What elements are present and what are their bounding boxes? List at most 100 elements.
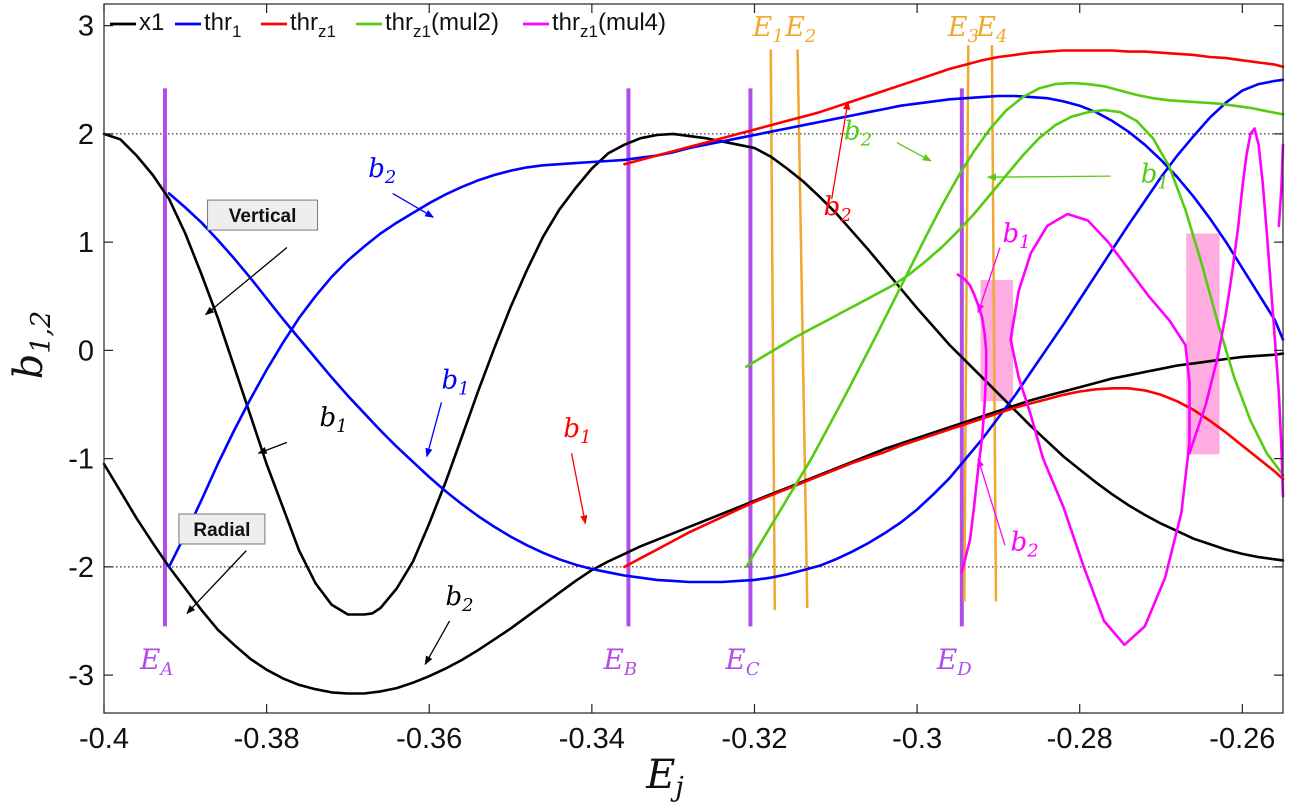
- x-tick-label: -0.34: [559, 723, 625, 755]
- legend-label-x1: x1: [139, 9, 164, 36]
- marker-label-A: EA: [139, 643, 173, 680]
- annotation-label-1: b1: [319, 403, 347, 437]
- text-boxes: Vertical Radial: [178, 199, 319, 615]
- y-tick-label: -3: [68, 660, 94, 692]
- legend-label-sub: z1: [318, 22, 336, 41]
- e-line-label-sub: 2: [804, 26, 816, 47]
- annotation-arrow-1: [257, 441, 288, 454]
- annotation-arrow-4: [425, 402, 443, 458]
- annotation-label-3: b2: [368, 154, 396, 188]
- axes: -0.4 -0.38 -0.36 -0.34 -0.32 -0.3 -0.28 -0.26 -3…: [68, 3, 1284, 755]
- y-tick-label: 2: [78, 119, 94, 151]
- marker-label-sub: A: [158, 659, 173, 680]
- series-line-thr_1: [167, 94, 1285, 569]
- annotation-label-7: b2: [844, 116, 872, 150]
- y-axis-label: b1,2: [6, 311, 57, 380]
- e-line-2: [796, 49, 809, 609]
- e-line-label-3: E3: [947, 12, 979, 47]
- annotation-label-sub: 1: [1019, 232, 1030, 253]
- text-box-arrow: [204, 247, 288, 316]
- legend-label-sub: 1: [232, 22, 241, 41]
- series-line-thr_z1: [623, 386, 1285, 569]
- annotation-label-6: b2: [824, 192, 852, 226]
- y-tick-label: -2: [68, 552, 94, 584]
- e-line-1: [769, 49, 777, 611]
- annotation-label-sub: 1: [458, 378, 469, 399]
- series-line-thr_z1_mul2: [745, 81, 1285, 569]
- series-line-x1: [102, 132, 1285, 616]
- x-tick-label: -0.28: [1047, 723, 1113, 755]
- series-line-thr_z1: [623, 49, 1285, 166]
- x-tick-label: -0.32: [721, 723, 787, 755]
- y-tick-label: -1: [68, 444, 94, 476]
- annotation-label-5: b1: [563, 414, 591, 448]
- legend-label-suffix: (mul2): [431, 9, 499, 36]
- y-tick-label: 1: [78, 227, 94, 259]
- x-tick-label: -0.38: [234, 723, 300, 755]
- marker-label-sub: D: [956, 659, 972, 680]
- marker-label-B: EB: [602, 643, 637, 680]
- marker-label-C: EC: [724, 643, 759, 680]
- x-axis-label: Ej: [645, 752, 684, 803]
- x-tick-label: -0.36: [396, 723, 462, 755]
- annotation-label-10: b2: [1011, 528, 1039, 562]
- text-box-frame: [207, 199, 319, 231]
- y-axis-label-main: b: [6, 354, 52, 380]
- annotation-arrow-9: [977, 247, 1001, 314]
- e-line-label-2: E2: [784, 12, 816, 47]
- annotation-label-sub: 2: [860, 129, 872, 150]
- e-line-label-sub: 1: [772, 26, 783, 47]
- annotation-label-sub: 1: [1157, 173, 1168, 194]
- annotation-label-sub: 2: [839, 205, 851, 226]
- annotation-arrow-2: [424, 620, 451, 666]
- legend-label-thr_1: thr1: [204, 9, 241, 41]
- x-tick-label: -0.26: [1209, 723, 1275, 755]
- annotation-label-sub: 1: [336, 416, 347, 437]
- e-line-4: [990, 45, 998, 602]
- series-lines: [102, 49, 1285, 695]
- y-tick-label: 0: [78, 335, 94, 367]
- legend-label-sub: z1: [580, 22, 598, 41]
- e-line-label-sub: 3: [968, 26, 979, 47]
- annotation-label-sub: 2: [384, 167, 396, 188]
- series-line-x1: [102, 352, 1285, 695]
- annotation-label-4: b1: [441, 365, 469, 399]
- annotation-arrow-10: [977, 457, 1006, 546]
- x-tick-label: -0.4: [79, 723, 129, 755]
- annotation-arrow-8: [986, 173, 1111, 181]
- text-box-arrow: [186, 550, 247, 615]
- series-line-thr_z1_mul4: [1009, 212, 1191, 647]
- annotation-label-sub: 2: [1026, 541, 1038, 562]
- text-box-label: Radial: [193, 520, 250, 541]
- e-line-3: [963, 45, 970, 602]
- marker-label-sub: C: [746, 659, 760, 680]
- energy-markers: EA EB EC ED: [139, 88, 972, 680]
- annotation-label-9: b1: [1002, 219, 1030, 253]
- y-axis-label-sub: 1,2: [26, 311, 57, 354]
- legend-label-thr_z1: thrz1: [290, 9, 336, 41]
- text-box-label: Vertical: [229, 206, 297, 227]
- series-line-thr_z1_mul2: [745, 108, 1285, 477]
- legend-label-sub: z1: [413, 22, 431, 41]
- e-line-label-1: E1: [752, 12, 784, 47]
- series-line-thr_1: [167, 78, 1285, 584]
- annotation-arrow-6: [831, 100, 851, 199]
- e-line-label-4: E4: [975, 12, 1007, 47]
- y-tick-label: 3: [78, 11, 94, 43]
- x-axis-label-main: E: [645, 752, 675, 798]
- marker-label-D: ED: [936, 643, 972, 680]
- annotation-arrow-3: [392, 192, 435, 218]
- annotation-arrow-5: [570, 453, 588, 525]
- e-line-label-sub: 4: [995, 26, 1007, 47]
- x-tick-label: -0.3: [892, 723, 942, 755]
- legend-label-thr_z1_mul4: thrz1(mul4): [552, 9, 666, 41]
- marker-label-sub: B: [623, 659, 637, 680]
- legend-label-suffix: (mul4): [598, 9, 666, 36]
- series-line-thr_z1_mul4: [956, 273, 988, 574]
- series-line-thr_z1_mul4: [1277, 143, 1285, 228]
- annotation-label-sub: 1: [580, 427, 591, 448]
- legend: x1 thr1 thrz1 thrz1(mul2) thrz1(mul4): [110, 9, 666, 41]
